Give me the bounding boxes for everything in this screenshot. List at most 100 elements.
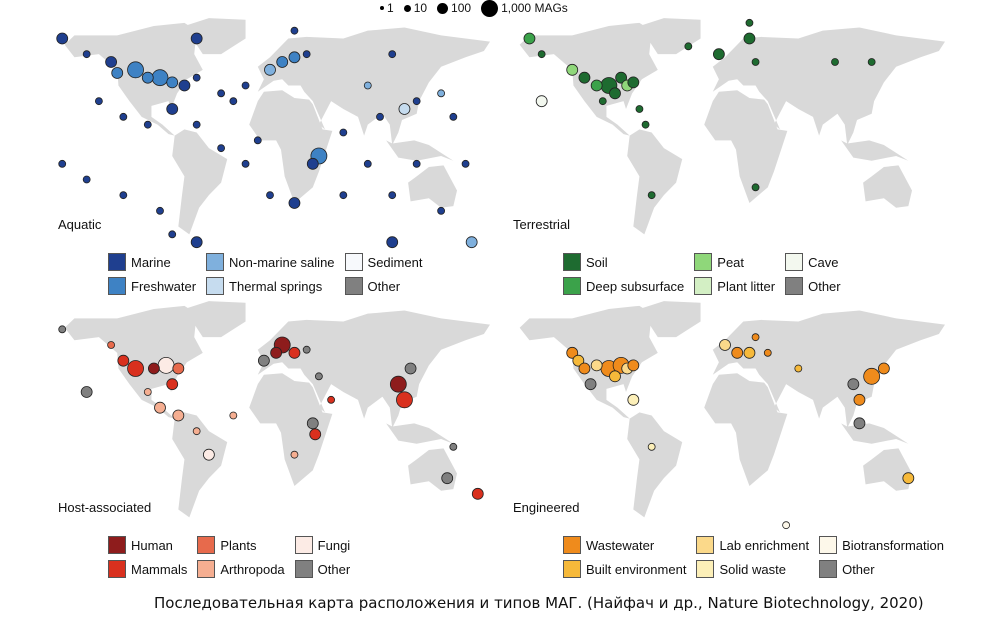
legend-swatch	[294, 560, 313, 578]
legend-item: Non-marine saline	[206, 253, 335, 271]
sample-marker	[217, 89, 226, 98]
sample-marker	[190, 32, 203, 45]
sample-marker	[192, 120, 201, 129]
sample-marker	[641, 120, 650, 129]
legend-label: Biotransformation	[842, 537, 944, 553]
sample-marker	[867, 58, 876, 66]
legend-item: Arthropoda	[197, 560, 285, 578]
sample-marker	[389, 375, 407, 393]
sample-marker	[449, 112, 458, 121]
sample-marker	[461, 159, 470, 168]
legend-swatch	[696, 560, 715, 578]
sample-marker	[449, 442, 458, 451]
sample-marker	[111, 67, 124, 79]
sample-marker	[647, 442, 656, 451]
legend-item: Solid waste	[696, 560, 809, 578]
sample-marker	[147, 362, 160, 375]
sample-marker	[831, 58, 839, 66]
sample-marker	[157, 356, 175, 374]
sample-marker	[537, 50, 546, 59]
panel-title: Terrestrial	[513, 217, 571, 232]
sample-marker	[584, 378, 597, 391]
sample-marker	[166, 378, 179, 391]
legend-label: Deep subsurface	[586, 278, 685, 294]
sample-marker	[217, 144, 226, 153]
sample-marker	[143, 388, 152, 396]
sample-marker	[172, 362, 185, 375]
sample-marker	[82, 175, 91, 184]
sample-marker	[192, 73, 201, 82]
sample-marker	[82, 50, 91, 59]
legend-swatch	[197, 536, 216, 554]
figure-caption: Последовательная карта расположения и ти…	[154, 594, 924, 612]
landmass	[863, 448, 912, 491]
sample-marker	[751, 333, 760, 342]
sample-marker	[627, 76, 640, 89]
landmass	[704, 90, 788, 203]
sample-marker	[794, 364, 803, 373]
landmass	[172, 129, 228, 235]
sample-marker	[535, 95, 548, 108]
legend-item: Plant litter	[694, 277, 775, 295]
legend-label: Wastewater	[586, 537, 655, 553]
size-100-icon	[437, 2, 449, 14]
landmass	[64, 22, 203, 136]
legend-swatch	[819, 536, 838, 554]
sample-marker	[58, 159, 67, 168]
sample-marker	[56, 32, 69, 45]
sample-marker	[763, 348, 772, 357]
sample-marker	[288, 51, 301, 64]
sample-marker	[745, 18, 754, 27]
sample-marker	[437, 89, 446, 98]
legend-label: Plants	[220, 537, 257, 553]
sample-marker	[105, 56, 118, 68]
legend-label: Thermal springs	[229, 278, 323, 294]
legend-item: Soil	[563, 253, 684, 271]
sample-marker	[151, 69, 169, 87]
sample-marker	[566, 346, 579, 359]
legend-swatch	[344, 253, 363, 271]
legend-label: Other	[367, 278, 401, 294]
sample-marker	[166, 76, 179, 89]
landmass	[712, 27, 945, 146]
sample-marker	[684, 42, 693, 51]
sample-marker	[58, 325, 67, 334]
sample-marker	[156, 206, 164, 215]
sample-marker	[192, 427, 201, 436]
category-legend: Marine Non-marine saline Sediment Freshwate…	[108, 253, 422, 295]
sample-marker	[253, 136, 262, 145]
sample-marker	[306, 417, 319, 430]
category-legend: Human Plants Fungi Mammals Arthropoda Other	[108, 536, 350, 578]
sample-marker	[127, 61, 144, 79]
legend-label: Sediment	[367, 254, 423, 270]
legend-item: Other	[819, 560, 944, 578]
sample-marker	[302, 50, 311, 59]
legend-swatch	[785, 277, 804, 295]
legend-label: Fungi	[317, 537, 351, 553]
sample-marker	[229, 411, 238, 420]
sample-marker	[168, 230, 177, 239]
panel-title: Aquatic	[58, 217, 102, 232]
sample-marker	[166, 103, 179, 115]
landmass	[639, 301, 701, 338]
sample-marker	[441, 472, 454, 485]
sample-marker	[847, 378, 860, 391]
landmass	[249, 90, 333, 203]
legend-label: Solid waste	[719, 561, 786, 577]
sample-marker	[578, 362, 591, 375]
sample-marker	[309, 428, 322, 441]
landmass	[257, 310, 490, 429]
sample-marker	[290, 450, 299, 459]
landmass	[249, 373, 333, 486]
world-map-terrestrial	[519, 18, 945, 235]
legend-item: Other	[294, 560, 351, 578]
legend-item: Cave	[785, 253, 841, 271]
sample-marker	[172, 409, 185, 422]
sample-marker	[609, 370, 621, 383]
legend-item: Deep subsurface	[563, 277, 684, 295]
sample-marker	[178, 79, 191, 92]
size-label: 100	[451, 1, 472, 15]
sample-marker	[107, 341, 116, 349]
panel-title: Engineered	[513, 500, 580, 515]
legend-swatch	[108, 253, 126, 271]
